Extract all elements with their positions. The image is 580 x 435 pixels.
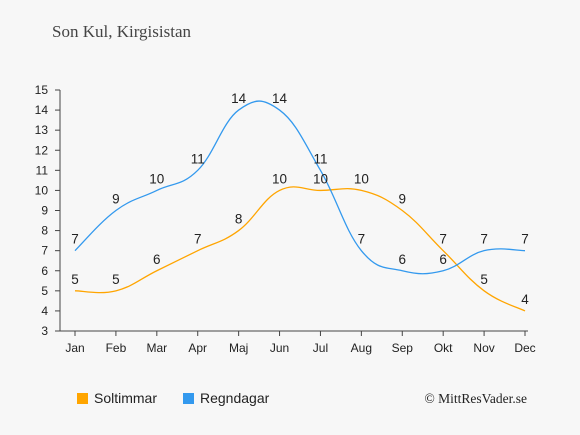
data-labels: 5 5 6 7 8 10 10 10 9 7 5 4 7 9 10 11 14 14 11 7 6 6 7 7 (71, 91, 529, 307)
series-line-soltimmar (74, 186, 526, 312)
y-tick-label: 10 (35, 183, 49, 197)
data-label-soltimmar: 10 (272, 171, 287, 186)
data-label-soltimmar: 6 (153, 252, 161, 267)
legend: Soltimmar Regndagar (77, 390, 270, 406)
y-axis: 3 4 5 6 7 8 9 10 11 12 13 14 15 (35, 83, 61, 338)
y-tick-label: 7 (41, 244, 48, 258)
data-label-soltimmar: 5 (71, 272, 79, 287)
y-tick-label: 14 (35, 103, 49, 117)
data-label-soltimmar: 4 (521, 292, 529, 307)
x-tick-label: Sep (392, 341, 414, 355)
data-label-soltimmar: 9 (399, 192, 407, 207)
y-tick-label: 8 (41, 224, 48, 238)
data-label-regndagar: 11 (313, 151, 327, 166)
x-tick-label: Dec (514, 341, 535, 355)
x-tick-label: Mar (146, 341, 167, 355)
data-label-regndagar: 9 (112, 192, 120, 207)
y-tick-label: 12 (35, 143, 49, 157)
data-label-soltimmar: 10 (313, 171, 328, 186)
y-tick-label: 4 (41, 304, 48, 318)
y-tick-label: 6 (41, 264, 48, 278)
y-tick-label: 15 (35, 83, 49, 97)
data-label-soltimmar: 7 (439, 232, 447, 247)
data-label-regndagar: 7 (358, 232, 366, 247)
x-tick-label: Aug (351, 341, 372, 355)
data-label-regndagar: 14 (272, 91, 288, 106)
legend-swatch-regndagar (183, 393, 194, 404)
data-label-regndagar: 6 (399, 252, 407, 267)
data-label-regndagar: 7 (521, 232, 529, 247)
legend-label-regndagar: Regndagar (200, 390, 270, 406)
data-label-soltimmar: 8 (235, 212, 243, 227)
data-label-regndagar: 11 (191, 151, 205, 166)
chart-title: Son Kul, Kirgisistan (52, 22, 192, 41)
y-tick-label: 3 (41, 324, 48, 338)
data-label-soltimmar: 7 (194, 232, 202, 247)
data-label-soltimmar: 5 (480, 272, 488, 287)
data-label-soltimmar: 5 (112, 272, 120, 287)
y-tick-label: 11 (36, 163, 49, 177)
x-tick-label: Feb (106, 341, 127, 355)
legend-label-soltimmar: Soltimmar (94, 390, 157, 406)
x-tick-label: Okt (434, 341, 453, 355)
x-tick-label: Jan (65, 341, 84, 355)
x-tick-label: Maj (229, 341, 248, 355)
data-label-regndagar: 7 (480, 232, 488, 247)
y-tick-label: 5 (41, 284, 48, 298)
y-tick-label: 13 (35, 123, 49, 137)
x-tick-label: Nov (473, 341, 494, 355)
series-lines (74, 100, 526, 312)
legend-swatch-soltimmar (77, 393, 88, 404)
data-label-regndagar: 14 (231, 91, 247, 106)
x-tick-label: Apr (188, 341, 207, 355)
series-line-regndagar (74, 100, 526, 275)
x-tick-label: Jul (313, 341, 328, 355)
x-tick-label: Jun (270, 341, 289, 355)
data-label-soltimmar: 10 (354, 171, 369, 186)
y-tick-label: 9 (41, 204, 48, 218)
data-label-regndagar: 6 (439, 252, 447, 267)
copyright-text: © MittResVader.se (425, 391, 528, 406)
x-axis: Jan Feb Mar Apr Maj Jun Jul Aug Sep Okt Nov Dec (60, 330, 536, 355)
data-label-regndagar: 7 (71, 232, 79, 247)
data-label-regndagar: 10 (149, 171, 164, 186)
